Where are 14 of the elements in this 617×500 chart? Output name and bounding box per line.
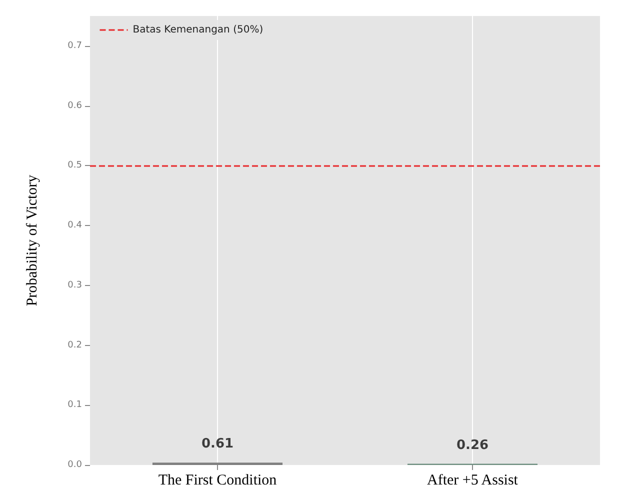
- y-tick-label: 0.4: [68, 220, 82, 231]
- y-tick-label: 0.5: [68, 160, 82, 171]
- annotation: 0.61: [201, 436, 234, 452]
- y-tick-label: 0.1: [68, 400, 82, 410]
- y-tick-label: 0.6: [68, 100, 82, 111]
- y-tick-label: 0.7: [68, 40, 82, 51]
- x-tick-label: After +5 Assist: [427, 472, 519, 488]
- y-tick-label: 0.3: [68, 280, 82, 290]
- y-axis-title: Probability of Victory: [24, 174, 40, 306]
- legend-label: Batas Kemenangan (50%): [132, 24, 264, 36]
- y-tick-label: 0.0: [68, 460, 82, 470]
- x-tick-label: The First Condition: [158, 472, 278, 488]
- annotation: 0.26: [456, 438, 489, 453]
- y-tick-label: 0.2: [68, 340, 82, 350]
